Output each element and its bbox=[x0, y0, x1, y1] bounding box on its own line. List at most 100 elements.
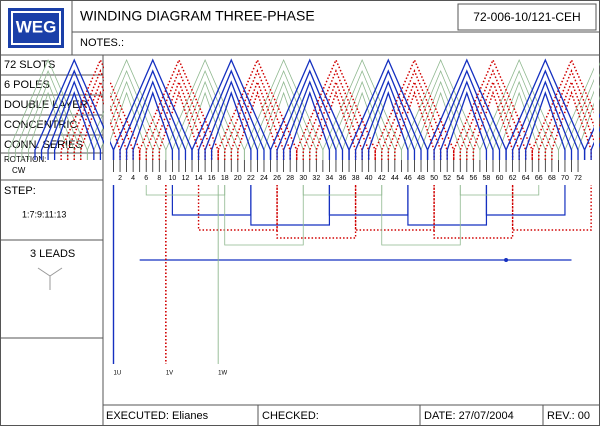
mask bbox=[104, 56, 110, 174]
drawing-code: 72-006-10/121-CEH bbox=[473, 10, 580, 24]
coil-green bbox=[14, 69, 82, 160]
slot-label: 12 bbox=[182, 175, 190, 182]
coil-red bbox=[66, 69, 134, 160]
slot-label: 56 bbox=[469, 175, 477, 182]
slot-label: 48 bbox=[417, 175, 425, 182]
coil-red bbox=[538, 69, 600, 160]
leads-label: 3 LEADS bbox=[30, 248, 75, 260]
spec: 72 SLOTS bbox=[4, 59, 55, 71]
connection-blue bbox=[485, 185, 566, 216]
connection-green bbox=[224, 185, 304, 246]
step-label: STEP: bbox=[4, 185, 36, 197]
connection-green bbox=[145, 185, 226, 196]
coil-blue bbox=[289, 91, 331, 160]
coil-red bbox=[223, 69, 291, 160]
slot-label: 54 bbox=[456, 175, 464, 182]
coil-blue bbox=[354, 69, 422, 160]
slot-label: 46 bbox=[404, 175, 412, 182]
slot-label: 52 bbox=[443, 175, 451, 182]
connection-red bbox=[354, 185, 435, 231]
coil-green bbox=[93, 69, 160, 160]
rotation-value: CW bbox=[12, 166, 26, 175]
coil-blue bbox=[53, 91, 95, 160]
connection-red bbox=[197, 185, 278, 231]
connection-red bbox=[276, 185, 357, 239]
executed: EXECUTED: Elianes bbox=[106, 410, 209, 422]
coil-red bbox=[302, 69, 370, 160]
connection-green bbox=[459, 185, 540, 196]
connection-blue bbox=[328, 185, 409, 216]
coil-red bbox=[381, 69, 448, 160]
coil-blue bbox=[282, 80, 337, 160]
coil-red bbox=[531, 58, 600, 160]
coil-red bbox=[459, 69, 527, 160]
revision: REV.: 00 bbox=[547, 410, 590, 422]
connection-red bbox=[433, 185, 514, 239]
connection-red bbox=[511, 185, 592, 231]
slot-label: 2 bbox=[118, 175, 122, 182]
date: DATE: 27/07/2004 bbox=[424, 410, 514, 422]
coil-blue bbox=[518, 80, 573, 160]
logo: WEG bbox=[16, 17, 57, 36]
slot-label: 4 bbox=[131, 175, 135, 182]
slot-label: 8 bbox=[157, 175, 161, 182]
coil-blue bbox=[125, 80, 180, 160]
coil-blue bbox=[525, 91, 566, 160]
connection-blue bbox=[407, 185, 488, 226]
coil-blue bbox=[47, 80, 102, 160]
coil-green bbox=[28, 91, 69, 160]
mask bbox=[594, 56, 599, 174]
slot-label: 22 bbox=[247, 175, 255, 182]
slot-label: 60 bbox=[496, 175, 504, 182]
spec: 6 POLES bbox=[4, 79, 50, 91]
coil-blue bbox=[204, 80, 259, 160]
coil-blue bbox=[511, 69, 579, 160]
slot-label: 50 bbox=[430, 175, 438, 182]
coil-blue bbox=[433, 69, 501, 160]
slot-label: 32 bbox=[312, 175, 320, 182]
checked: CHECKED: bbox=[262, 410, 319, 422]
slot-label: 18 bbox=[221, 175, 229, 182]
coil-green bbox=[486, 69, 553, 160]
slot-label: 66 bbox=[535, 175, 543, 182]
lead-label: 1U bbox=[114, 371, 122, 377]
coil-green bbox=[250, 69, 317, 160]
coil-blue bbox=[119, 69, 187, 160]
lead-label: 1V bbox=[166, 371, 173, 377]
slot-label: 28 bbox=[286, 175, 294, 182]
rotation-label: ROTATION: bbox=[4, 155, 46, 164]
slot-label: 16 bbox=[208, 175, 216, 182]
lead-label: 1W bbox=[218, 371, 227, 377]
coil-blue bbox=[368, 91, 409, 160]
coil-green bbox=[329, 69, 396, 160]
slot-label: 68 bbox=[548, 175, 556, 182]
coil-green bbox=[21, 80, 75, 160]
coil-green bbox=[171, 69, 239, 160]
coil-blue bbox=[446, 91, 488, 160]
coil-blue bbox=[210, 91, 252, 160]
slot-label: 62 bbox=[509, 175, 517, 182]
connection-green bbox=[381, 185, 461, 246]
slot-label: 38 bbox=[352, 175, 360, 182]
slot-label: 72 bbox=[574, 175, 582, 182]
slot-label: 40 bbox=[365, 175, 373, 182]
junction bbox=[504, 258, 509, 262]
coil-blue bbox=[361, 80, 416, 160]
connection-blue bbox=[250, 185, 331, 226]
slot-label: 34 bbox=[326, 175, 334, 182]
slot-label: 58 bbox=[483, 175, 491, 182]
winding-diagram: 2 4 6 8 10 12 14 16 18 20 22 24 26 28 30 32 34 36 38 40 42 44… bbox=[8, 56, 600, 377]
coil-blue bbox=[583, 113, 600, 160]
slot-label: 64 bbox=[522, 175, 530, 182]
slot-label: 30 bbox=[299, 175, 307, 182]
slot-label: 26 bbox=[273, 175, 281, 182]
notes: NOTES.: bbox=[80, 37, 124, 49]
step-value: 1:7:9:11:13 bbox=[22, 209, 66, 219]
slot-label: 10 bbox=[168, 175, 176, 182]
connection-blue bbox=[171, 185, 252, 216]
slot-label: 70 bbox=[561, 175, 569, 182]
star-symbol bbox=[37, 267, 63, 290]
